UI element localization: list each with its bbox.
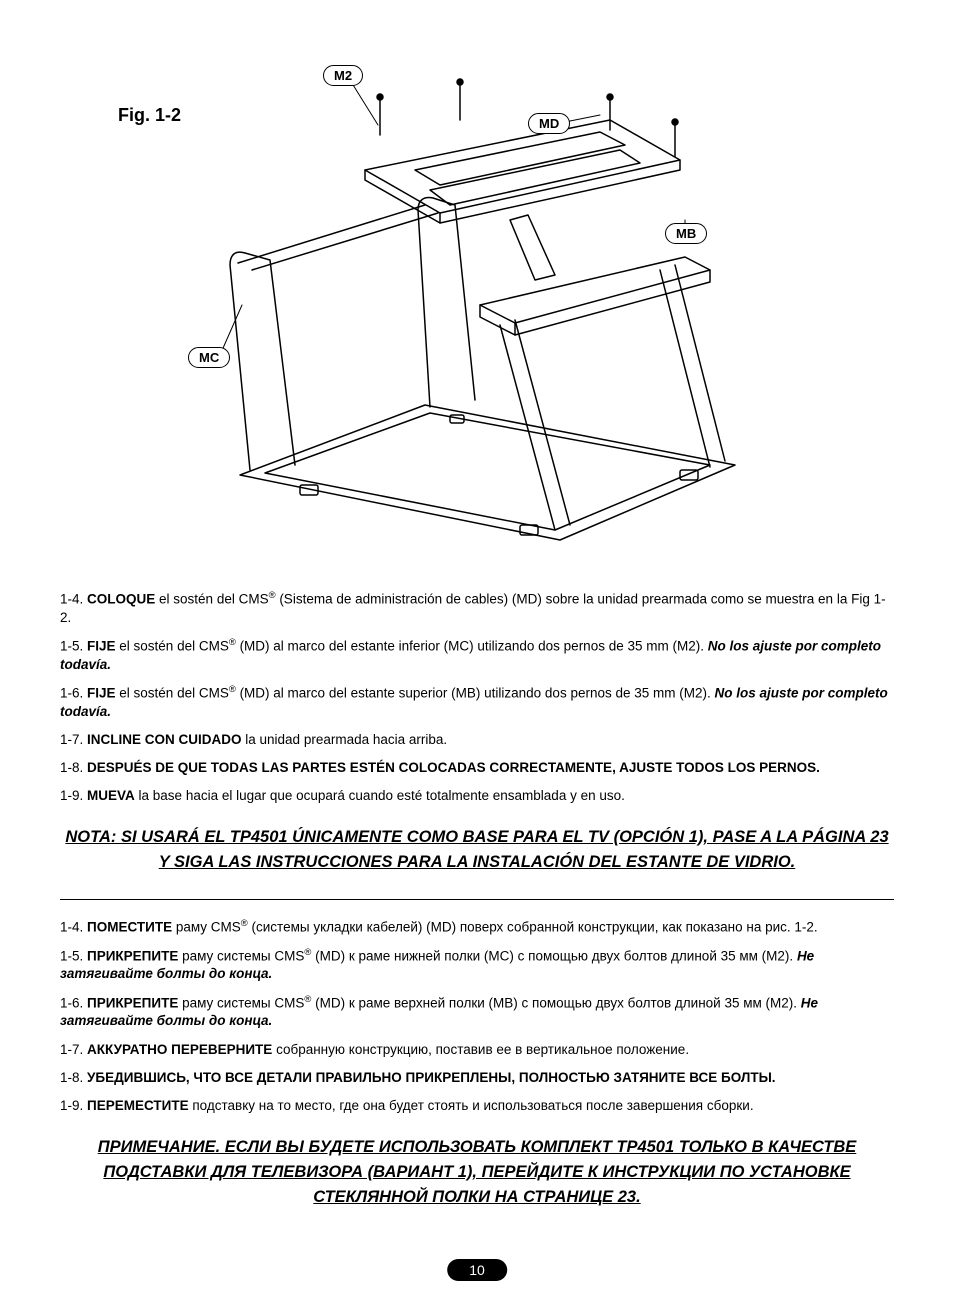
ru-step-4: 1-4. ПОМЕСТИТЕ раму CMS® (системы укладк… <box>60 918 894 937</box>
ru-step-6: 1-6. ПРИКРЕПИТЕ раму системы CMS® (MD) к… <box>60 994 894 1031</box>
diagram-svg <box>180 65 760 545</box>
es-step-6: 1-6. FIJE el sostén del CMS® (MD) al mar… <box>60 684 894 721</box>
assembly-diagram: M2 MD MB MC <box>180 65 760 545</box>
es-step-9: 1-9. MUEVA la base hacia el lugar que oc… <box>60 787 894 805</box>
figure-title: Fig. 1-2 <box>118 105 181 126</box>
es-step-4: 1-4. COLOQUE el sostén del CMS® (Sistema… <box>60 590 894 627</box>
ru-step-9: 1-9. ПЕРЕМЕСТИТЕ подставку на то место, … <box>60 1097 894 1115</box>
es-step-5: 1-5. FIJE el sostén del CMS® (MD) al mar… <box>60 637 894 674</box>
es-step-8: 1-8. DESPUÉS DE QUE TODAS LAS PARTES EST… <box>60 759 894 777</box>
section-divider <box>60 899 894 900</box>
note-russian: ПРИМЕЧАНИЕ. ЕСЛИ ВЫ БУДЕТЕ ИСПОЛЬЗОВАТЬ … <box>60 1135 894 1209</box>
es-step-7: 1-7. INCLINE CON CUIDADO la unidad prear… <box>60 731 894 749</box>
callout-mc: MC <box>188 347 230 368</box>
ru-step-5: 1-5. ПРИКРЕПИТЕ раму системы CMS® (MD) к… <box>60 947 894 984</box>
instructions-spanish: 1-4. COLOQUE el sostén del CMS® (Sistema… <box>60 590 894 1209</box>
note-spanish: NOTA: SI USARÁ EL TP4501 ÚNICAMENTE COMO… <box>60 825 894 875</box>
document-page: Fig. 1-2 <box>0 0 954 1313</box>
callout-md: MD <box>528 113 570 134</box>
callout-mb: MB <box>665 223 707 244</box>
ru-step-8: 1-8. УБЕДИВШИСЬ, ЧТО ВСЕ ДЕТАЛИ ПРАВИЛЬН… <box>60 1069 894 1087</box>
page-number: 10 <box>447 1259 507 1281</box>
callout-m2: M2 <box>323 65 363 86</box>
ru-step-7: 1-7. АККУРАТНО ПЕРЕВЕРНИТЕ собранную кон… <box>60 1041 894 1059</box>
